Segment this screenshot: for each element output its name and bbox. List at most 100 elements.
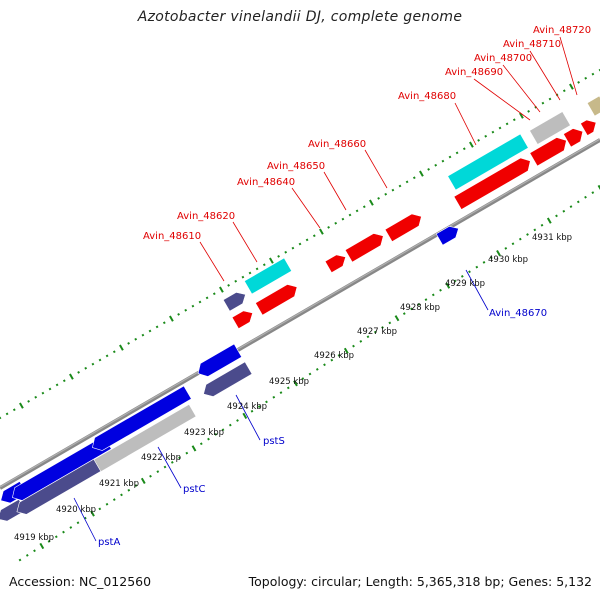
gc-dot xyxy=(431,293,435,297)
gc-dot xyxy=(227,284,230,287)
label-leader-forward xyxy=(291,187,321,229)
gene-label-forward[interactable]: Avin_48680 xyxy=(398,91,456,102)
gene-feature[interactable] xyxy=(344,230,387,263)
gene-label-reverse[interactable]: Avin_48670 xyxy=(489,308,547,319)
gc-dot xyxy=(18,558,22,562)
gene-label-forward[interactable]: Avin_48720 xyxy=(533,25,591,36)
gene-label-forward[interactable]: Avin_48640 xyxy=(237,177,295,188)
gc-dot xyxy=(62,530,65,534)
gc-dot xyxy=(170,461,174,464)
gc-dot xyxy=(98,507,102,511)
gc-dot xyxy=(504,247,508,250)
gc-dot xyxy=(33,549,36,553)
gene-label-forward[interactable]: Avin_48650 xyxy=(267,161,325,172)
gc-dot xyxy=(250,409,254,413)
gc-dot xyxy=(489,256,493,260)
label-leader-forward xyxy=(199,241,225,282)
gc-dot xyxy=(0,416,2,420)
gene-label-forward[interactable]: Avin_48690 xyxy=(445,67,503,78)
gc-dot xyxy=(48,387,52,391)
gene-feature[interactable] xyxy=(384,210,425,242)
gc-dot xyxy=(262,263,266,267)
gc-dot xyxy=(279,391,283,394)
gene-feature[interactable] xyxy=(529,134,570,167)
gc-dot xyxy=(257,405,261,408)
gc-dot xyxy=(163,465,167,469)
gene-feature[interactable] xyxy=(89,385,192,454)
gc-dot xyxy=(141,333,145,337)
gene-label-forward[interactable]: Avin_48660 xyxy=(308,139,366,150)
gc-dot xyxy=(546,217,552,224)
gene-feature[interactable] xyxy=(586,95,600,117)
gc-dot xyxy=(184,308,188,312)
gene-feature[interactable] xyxy=(435,223,462,246)
gc-dot xyxy=(477,139,480,142)
gene-label-forward[interactable]: Avin_48710 xyxy=(503,39,561,50)
gene-label-forward[interactable]: Avin_48610 xyxy=(143,231,201,242)
scale-tick-label: 4930 kbp xyxy=(488,255,528,265)
gc-dot xyxy=(134,337,138,341)
gc-dot xyxy=(419,170,424,177)
scale-tick-label: 4925 kbp xyxy=(269,377,309,387)
gc-dot xyxy=(272,395,276,399)
gene-features xyxy=(0,95,600,522)
gene-feature[interactable] xyxy=(453,154,534,210)
gc-dot xyxy=(462,147,466,151)
gc-dot xyxy=(577,81,580,84)
gc-skew-dots-inner xyxy=(18,184,600,562)
gc-dot xyxy=(453,279,457,283)
gc-dot xyxy=(343,347,349,354)
gene-feature[interactable] xyxy=(447,133,529,191)
gc-dot xyxy=(412,176,416,180)
gc-dot xyxy=(19,402,24,409)
gene-feature[interactable] xyxy=(580,116,599,136)
gene-feature[interactable] xyxy=(529,111,571,145)
gc-dot xyxy=(591,191,595,194)
gc-dot xyxy=(315,368,319,371)
gene-label-forward[interactable]: Avin_48700 xyxy=(474,53,532,64)
gene-feature[interactable] xyxy=(13,457,104,518)
gene-label-forward[interactable]: Avin_48620 xyxy=(177,211,235,222)
map-title: Azotobacter vinelandii DJ, complete geno… xyxy=(137,9,463,25)
gene-feature[interactable] xyxy=(200,361,253,400)
gene-feature[interactable] xyxy=(194,343,243,380)
gene-feature[interactable] xyxy=(324,251,349,274)
gc-dot xyxy=(584,76,588,80)
gene-feature[interactable] xyxy=(222,289,249,312)
gc-dot xyxy=(185,451,189,455)
gc-dot xyxy=(286,386,290,390)
gene-label-reverse[interactable]: pstS xyxy=(263,436,285,447)
gc-dot xyxy=(148,329,152,333)
label-leader-forward xyxy=(502,64,541,113)
gc-dot xyxy=(424,298,428,301)
gc-dot xyxy=(76,521,80,525)
gc-dot xyxy=(269,257,274,264)
gene-label-reverse[interactable]: pstA xyxy=(98,537,120,548)
gc-dot xyxy=(330,358,334,362)
gc-dot xyxy=(511,242,515,246)
scale-tick-label: 4929 kbp xyxy=(445,279,485,289)
gc-dot xyxy=(533,228,537,232)
gc-dot xyxy=(597,184,600,192)
gene-feature[interactable] xyxy=(231,307,256,330)
gc-dot xyxy=(369,199,374,206)
gc-dot xyxy=(498,126,502,130)
gene-label-reverse[interactable]: pstC xyxy=(183,484,205,495)
gc-dot xyxy=(248,271,252,275)
gene-feature[interactable] xyxy=(243,257,293,295)
label-leader-forward xyxy=(364,149,388,189)
gc-dot xyxy=(119,344,124,351)
gc-dot xyxy=(214,433,218,436)
gc-dot xyxy=(169,315,174,322)
gc-dot xyxy=(77,371,80,374)
gc-dot xyxy=(207,437,210,441)
gc-dot xyxy=(84,366,88,370)
gc-dot xyxy=(312,234,316,238)
gc-dot xyxy=(448,155,452,159)
label-leaders xyxy=(73,36,578,542)
gene-feature[interactable] xyxy=(255,281,300,316)
gene-feature[interactable] xyxy=(563,125,586,148)
gc-dot xyxy=(562,209,566,213)
gene-feature[interactable] xyxy=(93,403,197,473)
